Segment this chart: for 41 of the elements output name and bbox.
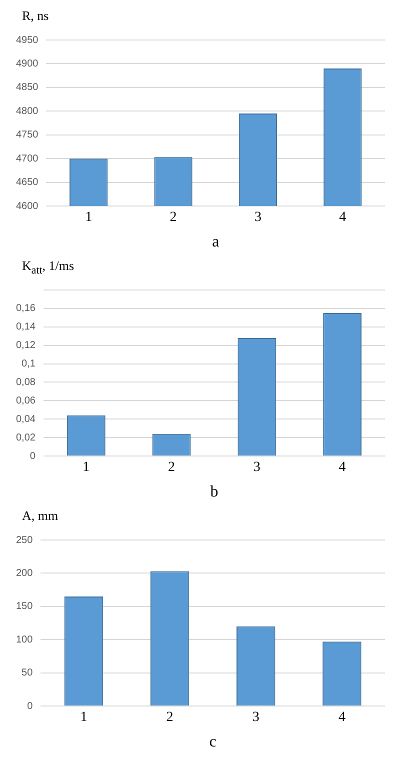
y-tick-label: 0,08 [16,376,36,388]
x-tick-label: 2 [168,460,176,476]
x-tick-label: 3 [254,210,262,226]
y-tick-label: 0,06 [16,395,36,406]
y-tick-label: 0,02 [16,432,36,444]
y-tick-label: 0,16 [16,303,36,314]
y-tick-label: 150 [16,601,34,612]
x-tick-label: 1 [85,210,92,226]
x-tick-label: 3 [252,710,260,726]
x-tick-label: 4 [339,210,346,226]
y-tick-label: 50 [22,668,34,679]
y-tick-label: 4700 [16,153,39,164]
x-axis-title: a [212,234,220,251]
y-tick-label: 4950 [16,34,39,46]
x-tick-label: 4 [338,460,346,476]
y-tick-label: 0,14 [16,322,36,333]
y-axis-title: A, mm [21,508,60,525]
y-tick-label: 250 [16,534,34,546]
y-tick-label: 0 [27,700,34,712]
y-tick-label: 4750 [16,130,39,141]
y-tick-label: 0 [30,450,36,462]
y-tick-label: 100 [16,634,34,646]
y-axis-title: R, ns [21,8,50,25]
y-tick-label: 4800 [16,106,39,117]
x-tick-label: 1 [80,710,88,726]
y-tick-label: 200 [16,568,34,579]
x-tick-label: 2 [166,710,174,726]
x-tick-label: 3 [253,460,260,476]
x-tick-label: 4 [338,710,346,726]
x-axis-title: c [209,734,216,751]
y-tick-label: 0,12 [16,340,36,352]
y-tick-label: 4900 [16,58,39,70]
x-tick-label: 1 [82,460,90,476]
x-tick-label: 2 [170,210,177,226]
y-tick-label: 0,04 [16,414,36,425]
y-tick-label: 4600 [16,200,39,212]
y-tick-label: 4850 [16,82,39,94]
x-axis-title: b [210,484,218,501]
y-tick-label: 4650 [16,177,39,188]
y-axis-title: K$_{att}$, 1/ms [21,258,76,277]
y-tick-label: 0,1 [22,358,36,370]
